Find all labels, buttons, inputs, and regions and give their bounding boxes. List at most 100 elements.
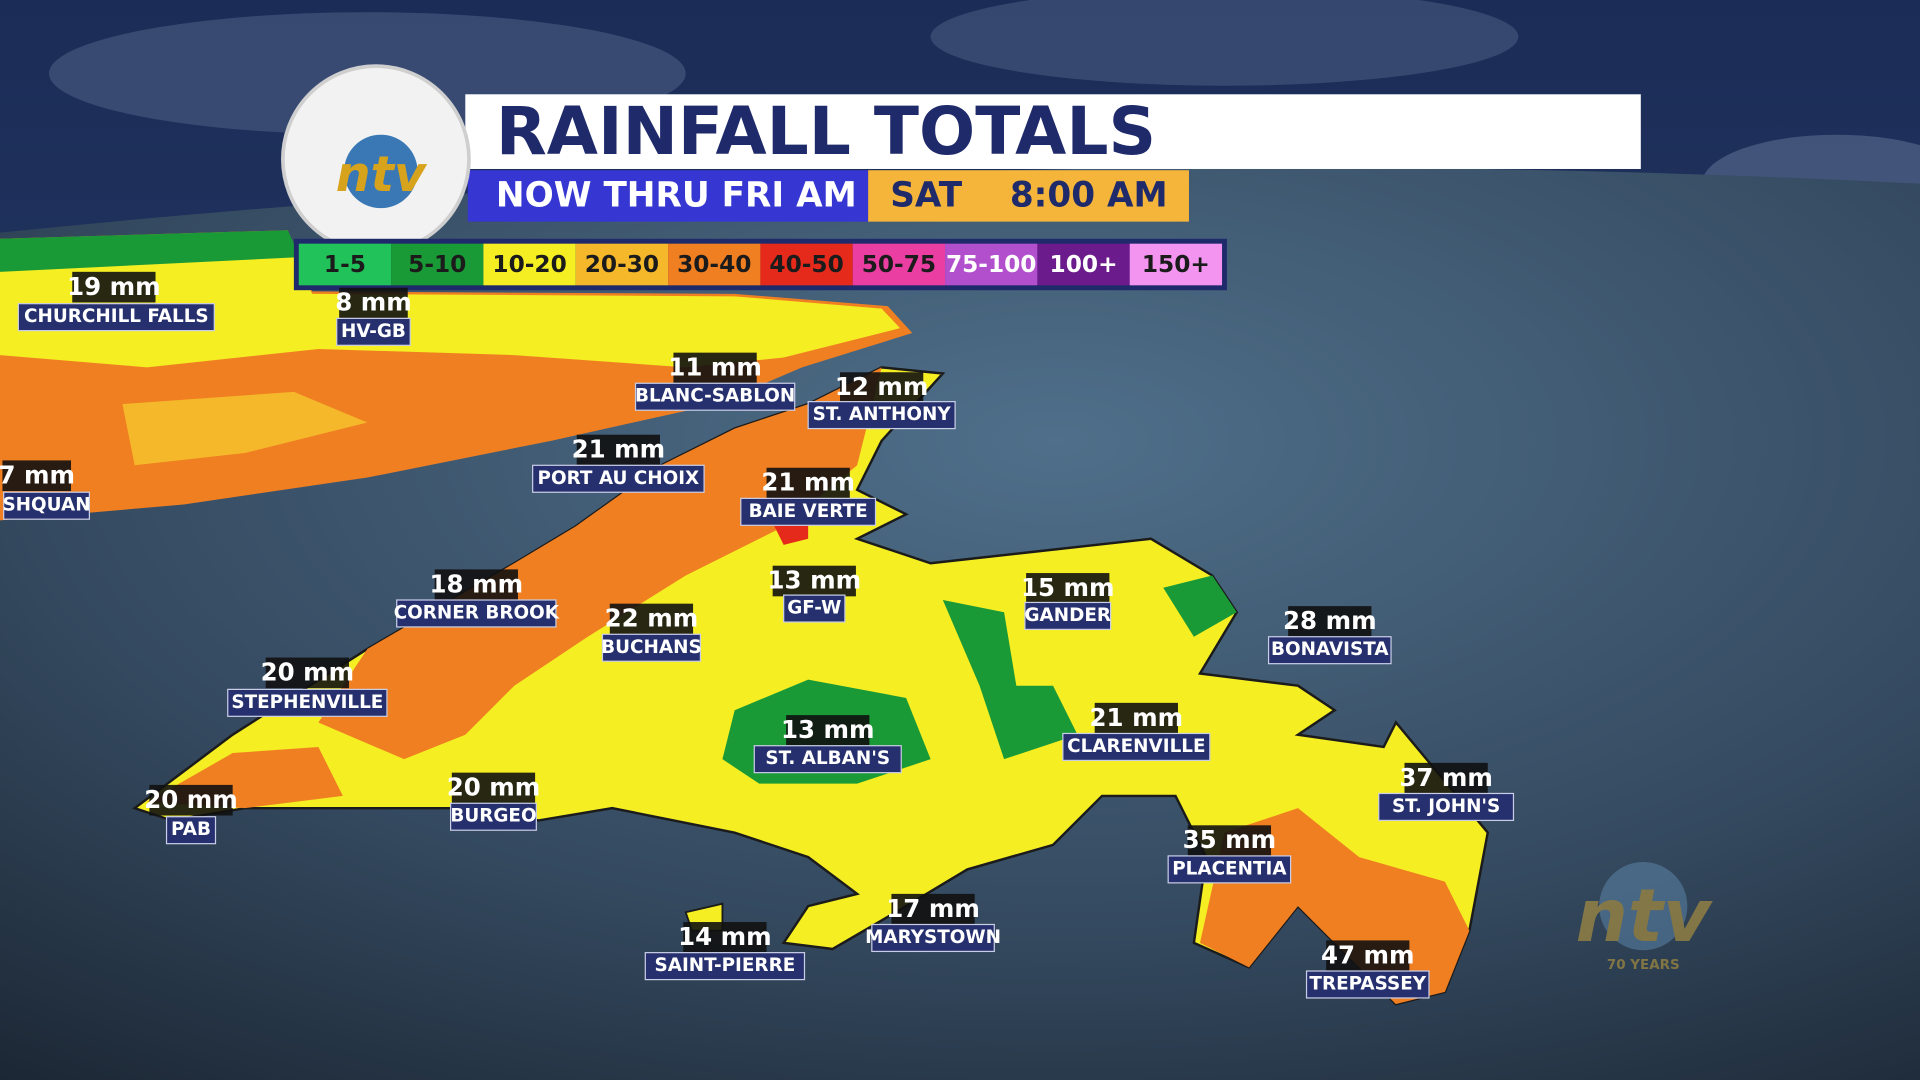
station-name: TREPASSEY [1309,973,1426,994]
amount-box [576,434,660,466]
amount-box [766,467,850,499]
legend-label: 50-75 [862,251,936,278]
station-amount: 13 mm [781,715,875,744]
amount-box [1187,825,1272,856]
legend-label: 10-20 [492,251,566,278]
amount-box [772,565,856,597]
watermark-logo: ntv [1576,874,1713,959]
period: NOW THRU FRI AM [496,176,857,216]
station-name: BUCHANS [601,637,702,658]
station-amount: 15 mm [1021,573,1115,602]
station-name: GF-W [787,598,841,619]
name-box [3,491,90,520]
period-bar [467,170,869,222]
station-amount: 21 mm [761,468,855,497]
name-box [644,952,806,981]
station-name: HV-GB [341,321,406,342]
rain-band [942,600,1078,760]
station: 14 mm SAINT-PIERRE [644,922,806,981]
legend-swatch [760,243,853,286]
station: 17 mm MARYSTOWN [865,894,1001,953]
amount-box [1326,940,1410,972]
station-amount: 12 mm [835,372,929,401]
name-box [740,497,877,526]
legend-label: 75-100 [946,251,1037,278]
station-name: CHURCHILL FALLS [24,306,209,327]
name-box [17,303,215,332]
legend-label: 40-50 [769,251,843,278]
logo-text: ntv [336,146,428,203]
logo-globe [344,134,418,209]
station-name: STEPHENVILLE [231,692,383,713]
amount-box [339,287,408,319]
amount-box [2,460,72,492]
amount-box [1026,573,1110,604]
name-box [1378,792,1515,822]
station-name: CLARENVILLE [1067,736,1205,757]
legend-swatch [1129,243,1223,286]
station-amount: 37 mm [1399,763,1493,792]
station: 28 mm BONAVISTA [1267,606,1392,665]
station-amount: 20 mm [144,785,238,814]
station: 15 mm GANDER [1021,573,1115,630]
station-amount: 19 mm [67,272,161,301]
name-box [165,816,217,845]
time: SAT 8:00 AM [890,176,1167,216]
amount-box [1404,762,1488,794]
legend-swatch [575,243,669,286]
rain-band [1163,575,1237,637]
station: 12 mm ST. ANTHONY [807,372,956,430]
station-name: PLACENTIA [1172,858,1287,879]
amount-box [451,772,536,804]
legend-label: 20-30 [585,251,659,278]
name-box [601,633,702,662]
cloud [930,0,1519,86]
station: 37 mm ST. JOHN'S [1378,762,1515,822]
station-name: PORT AU CHOIX [538,468,700,489]
rain-band [122,391,368,466]
station: 47 mm TREPASSEY [1305,940,1430,999]
amount-box [149,784,233,816]
station: 22 mm BUCHANS [601,604,702,662]
station-name: PAB [171,819,211,840]
station-name: CORNER BROOK [394,602,560,623]
station-name: ST. ANTHONY [813,404,952,425]
title: RAINFALL TOTALS [496,93,1156,170]
name-box [807,401,956,430]
legend-swatch [391,243,484,286]
watermark: ntv 70 YEARS [1576,862,1713,973]
station: 20 mm BURGEO [447,772,541,831]
station: 18 mm CORNER BROOK [394,569,560,628]
station: 20 mm PAB [144,784,238,845]
station-name: BAIE VERTE [749,501,868,522]
legend-swatch [945,243,1038,286]
name-box [634,382,796,411]
station-amount: 21 mm [1090,703,1184,732]
amount-box [609,603,694,635]
station: 20 mm STEPHENVILLE [227,657,388,717]
name-box [227,688,388,717]
station-name: SHQUAN [2,495,90,516]
station-amount: 20 mm [447,773,541,802]
station-name: ST. JOHN'S [1392,796,1500,817]
station-name: ST. ALBAN'S [765,748,890,769]
legend-label: 100+ [1050,251,1118,278]
station-amount: 18 mm [430,569,524,598]
amount-box [683,922,767,953]
station: 35 mm PLACENTIA [1167,825,1292,884]
name-box [532,464,705,493]
name-box [396,599,557,628]
title-bar [465,94,1641,169]
station-name: MARYSTOWN [865,927,1001,948]
station-amount: 28 mm [1283,606,1377,635]
name-box [871,923,995,953]
amount-box [673,352,757,384]
station-name: BURGEO [450,806,536,827]
legend-label: 150+ [1142,251,1210,278]
stations: 19 mm CHURCHILL FALLS 8 mm HV-GB 11 mm BLANC-… [0,272,1515,999]
legend-label: 30-40 [677,251,751,278]
station-name: SAINT-PIERRE [655,955,796,976]
station-amount: 35 mm [1183,825,1277,854]
